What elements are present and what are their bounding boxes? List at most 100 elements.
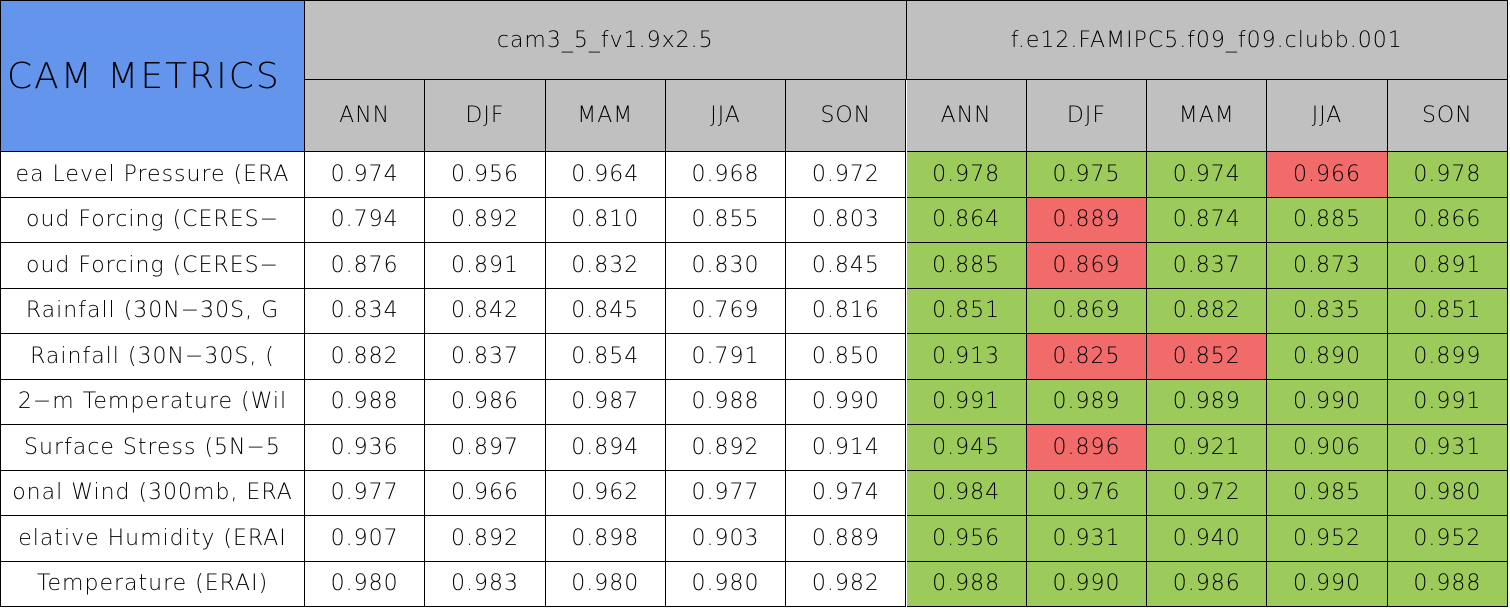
row-label: 2−m Temperature (Wil <box>0 379 305 425</box>
metric-cell: 0.952 <box>1267 516 1388 562</box>
metric-cell: 0.988 <box>906 561 1027 607</box>
row-label: Temperature (ERAI) <box>0 561 305 607</box>
metric-cell: 0.835 <box>1267 288 1388 334</box>
metric-cell: 0.988 <box>305 379 426 425</box>
metric-cell: 0.851 <box>906 288 1027 334</box>
metric-cell: 0.891 <box>1387 243 1508 289</box>
metric-cell: 0.869 <box>1026 288 1148 334</box>
metric-cell: 0.978 <box>906 152 1027 198</box>
season-header: MAM <box>1147 80 1268 152</box>
season-header: SON <box>1387 80 1508 152</box>
season-header: MAM <box>545 80 666 152</box>
metric-cell: 0.898 <box>545 516 666 562</box>
metric-cell: 0.990 <box>786 379 907 425</box>
metric-cell: 0.972 <box>786 152 907 198</box>
metric-cell: 0.769 <box>665 288 787 334</box>
metric-cell: 0.974 <box>786 470 907 516</box>
metric-cell: 0.869 <box>1026 243 1148 289</box>
season-header: SON <box>786 80 907 152</box>
metric-cell: 0.931 <box>1387 425 1508 471</box>
metric-cell: 0.876 <box>305 243 426 289</box>
table-title: CAM METRICS <box>0 0 305 152</box>
metric-cell: 0.956 <box>906 516 1027 562</box>
metric-cell: 0.966 <box>425 470 546 516</box>
metric-cell: 0.899 <box>1387 334 1508 380</box>
metric-cell: 0.851 <box>1387 288 1508 334</box>
metric-cell: 0.986 <box>425 379 546 425</box>
metric-cell: 0.931 <box>1026 516 1148 562</box>
metric-cell: 0.977 <box>665 470 787 516</box>
metric-cell: 0.980 <box>1387 470 1508 516</box>
metric-cell: 0.850 <box>786 334 907 380</box>
row-label: oud Forcing (CERES− <box>0 197 305 243</box>
metric-cell: 0.864 <box>906 197 1027 243</box>
row-label: Rainfall (30N−30S, ( <box>0 334 305 380</box>
season-header: DJF <box>425 80 546 152</box>
metric-cell: 0.892 <box>425 197 546 243</box>
row-label: oud Forcing (CERES− <box>0 243 305 289</box>
metric-cell: 0.989 <box>1147 379 1268 425</box>
metric-cell: 0.982 <box>786 561 907 607</box>
metric-cell: 0.852 <box>1147 334 1268 380</box>
metric-cell: 0.791 <box>665 334 787 380</box>
metric-cell: 0.794 <box>305 197 426 243</box>
metric-cell: 0.980 <box>305 561 426 607</box>
metric-cell: 0.885 <box>906 243 1027 289</box>
metric-cell: 0.989 <box>1026 379 1148 425</box>
metric-cell: 0.956 <box>425 152 546 198</box>
metric-cell: 0.914 <box>786 425 907 471</box>
metric-cell: 0.892 <box>665 425 787 471</box>
metric-cell: 0.891 <box>425 243 546 289</box>
metric-cell: 0.896 <box>1026 425 1148 471</box>
metric-cell: 0.975 <box>1026 152 1148 198</box>
metric-cell: 0.966 <box>1267 152 1388 198</box>
metric-cell: 0.962 <box>545 470 666 516</box>
metric-cell: 0.845 <box>545 288 666 334</box>
metric-cell: 0.816 <box>786 288 907 334</box>
metric-cell: 0.825 <box>1026 334 1148 380</box>
metric-cell: 0.988 <box>665 379 787 425</box>
metric-cell: 0.874 <box>1147 197 1268 243</box>
metric-cell: 0.978 <box>1387 152 1508 198</box>
metric-cell: 0.980 <box>665 561 787 607</box>
metric-cell: 0.987 <box>545 379 666 425</box>
metric-cell: 0.907 <box>305 516 426 562</box>
metric-cell: 0.976 <box>1026 470 1148 516</box>
metric-cell: 0.913 <box>906 334 1027 380</box>
metric-cell: 0.906 <box>1267 425 1388 471</box>
metric-cell: 0.980 <box>545 561 666 607</box>
metric-cell: 0.985 <box>1267 470 1388 516</box>
metric-cell: 0.972 <box>1147 470 1268 516</box>
metric-cell: 0.936 <box>305 425 426 471</box>
metric-cell: 0.866 <box>1387 197 1508 243</box>
metric-cell: 0.889 <box>1026 197 1148 243</box>
metric-cell: 0.885 <box>1267 197 1388 243</box>
metric-cell: 0.964 <box>545 152 666 198</box>
metric-cell: 0.940 <box>1147 516 1268 562</box>
metric-cell: 0.974 <box>1147 152 1268 198</box>
group-header: f.e12.FAMIPC5.f09_f09.clubb.001 <box>906 0 1508 80</box>
row-label: onal Wind (300mb, ERA <box>0 470 305 516</box>
metric-cell: 0.854 <box>545 334 666 380</box>
metric-cell: 0.834 <box>305 288 426 334</box>
metric-cell: 0.845 <box>786 243 907 289</box>
metric-cell: 0.974 <box>305 152 426 198</box>
metric-cell: 0.983 <box>425 561 546 607</box>
metric-cell: 0.882 <box>305 334 426 380</box>
metric-cell: 0.990 <box>1267 379 1388 425</box>
metric-cell: 0.952 <box>1387 516 1508 562</box>
metric-cell: 0.984 <box>906 470 1027 516</box>
metric-cell: 0.830 <box>665 243 787 289</box>
metric-cell: 0.803 <box>786 197 907 243</box>
metric-cell: 0.892 <box>425 516 546 562</box>
row-label: elative Humidity (ERAI <box>0 516 305 562</box>
metric-cell: 0.986 <box>1147 561 1268 607</box>
metric-cell: 0.903 <box>665 516 787 562</box>
metric-cell: 0.837 <box>1147 243 1268 289</box>
row-label: ea Level Pressure (ERA <box>0 152 305 198</box>
row-label: Surface Stress (5N−5 <box>0 425 305 471</box>
metric-cell: 0.921 <box>1147 425 1268 471</box>
season-header: ANN <box>906 80 1027 152</box>
metric-cell: 0.832 <box>545 243 666 289</box>
